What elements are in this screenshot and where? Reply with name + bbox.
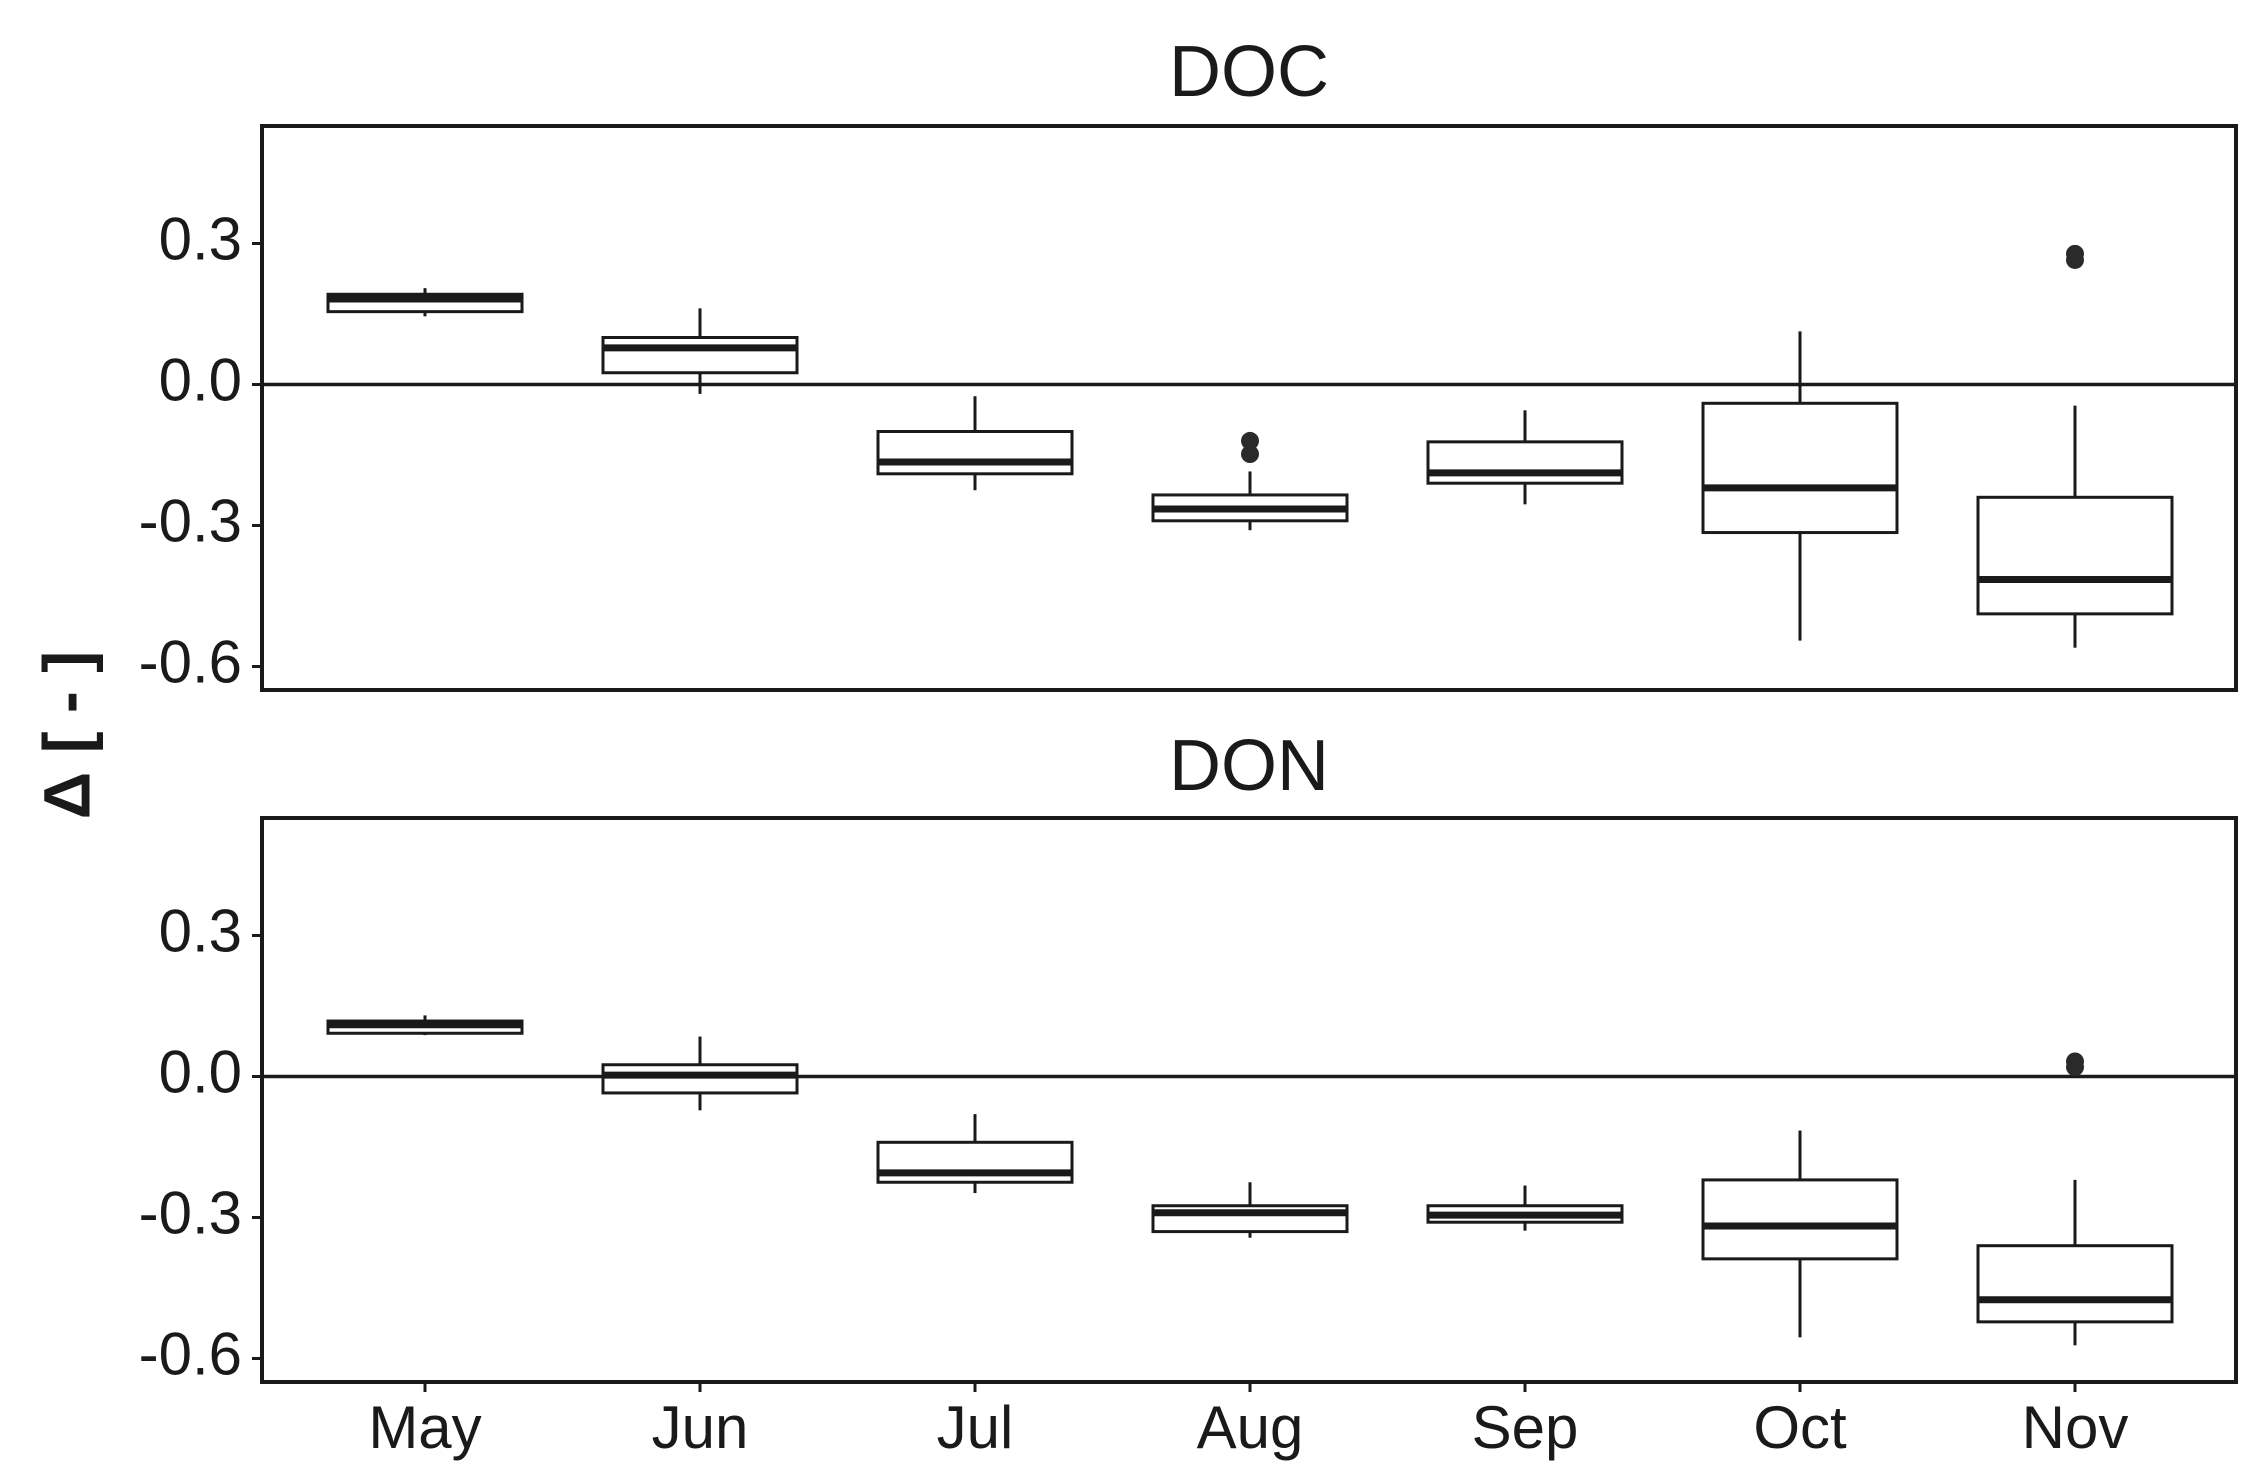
y-tick-label: 0.3 [159, 205, 242, 272]
x-tick-label: Sep [1472, 1394, 1579, 1461]
x-tick-label: Jun [652, 1394, 749, 1461]
y-tick-label: -0.3 [139, 487, 242, 554]
box-oct [1701, 331, 1899, 641]
y-tick-label: -0.3 [139, 1179, 242, 1246]
iqr-box [601, 336, 799, 375]
box-aug [1151, 431, 1349, 531]
plot-frame [260, 816, 2238, 1384]
outlier-point [2066, 250, 2084, 269]
x-tick-label: Nov [2022, 1394, 2129, 1461]
iqr-box [1701, 401, 1899, 535]
x-tick-label: Aug [1197, 1394, 1304, 1461]
iqr-box [1426, 440, 1624, 485]
box-oct [1701, 1130, 1899, 1338]
panel-doc: DOC 0.3 0.0 -0.3 -0.6 [139, 32, 2238, 695]
y-tick-label: 0.3 [159, 897, 242, 964]
box-sep [1426, 1185, 1624, 1231]
box-nov [1976, 1052, 2174, 1346]
box-aug [1151, 1182, 1349, 1238]
panel-title: DOC [1169, 32, 1329, 112]
iqr-box [1701, 1178, 1899, 1261]
x-axis: May Jun Jul Aug Sep Oct Nov [368, 1382, 2128, 1461]
box-may [326, 1015, 524, 1036]
panel-don: DON 0.3 0.0 -0.3 -0.6 [139, 726, 2238, 1387]
box-may [326, 288, 524, 317]
iqr-box [1976, 1244, 2174, 1324]
box-jun [601, 1036, 799, 1111]
outlier-point [1241, 431, 1259, 450]
iqr-box [1976, 495, 2174, 616]
box-jun [601, 308, 799, 394]
panels-layer: DOC 0.3 0.0 -0.3 -0.6 DON 0.3 0.0 -0.3 -0.6 [139, 32, 2238, 1387]
y-tick-label: -0.6 [139, 1320, 242, 1387]
x-tick-label: May [368, 1394, 481, 1461]
outlier-point [1241, 445, 1259, 464]
box-jul [876, 1114, 1074, 1194]
y-tick-label: 0.0 [159, 1038, 242, 1105]
box-nov [1976, 244, 2174, 648]
iqr-box [876, 430, 1074, 476]
y-tick-label: 0.0 [159, 346, 242, 413]
box-sep [1426, 410, 1624, 505]
x-tick-label: Oct [1753, 1394, 1847, 1461]
y-tick-label: -0.6 [139, 628, 242, 695]
panel-title: DON [1169, 726, 1329, 806]
iqr-box [601, 1063, 799, 1095]
outlier-point [2066, 1058, 2084, 1077]
x-tick-label: Jul [937, 1394, 1014, 1461]
y-axis-label: Δ [ - ] [29, 651, 103, 819]
box-jul [876, 396, 1074, 491]
plot-frame [260, 124, 2238, 692]
